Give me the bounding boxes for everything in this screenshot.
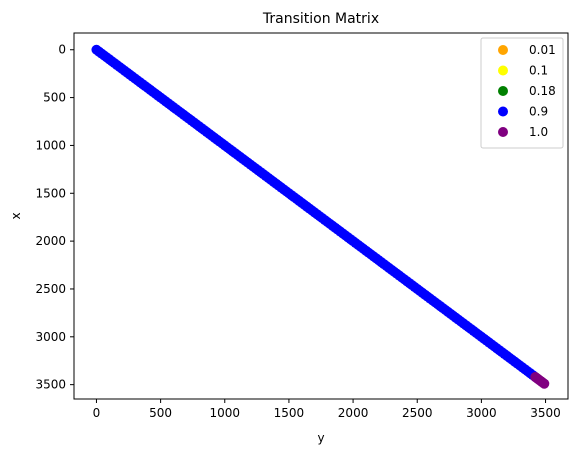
y-axis: 0 500 1000 1500 2000 2500 3000 3500	[35, 43, 74, 392]
y-tick-label: 3500	[35, 378, 66, 392]
x-tick-label: 1500	[274, 406, 305, 420]
legend-label: 1.0	[529, 125, 548, 139]
x-tick-label: 3500	[530, 406, 561, 420]
legend-label: 0.9	[529, 105, 548, 119]
legend-label: 0.01	[529, 43, 556, 57]
legend-marker	[498, 86, 508, 96]
legend-marker	[498, 127, 508, 137]
y-tick-label: 2000	[35, 234, 66, 248]
x-tick-label: 1000	[209, 406, 240, 420]
scatter-point	[539, 378, 550, 389]
legend-marker	[498, 106, 508, 117]
legend-box	[480, 37, 564, 149]
y-tick-label: 3000	[35, 330, 66, 344]
y-tick-label: 1500	[35, 186, 66, 200]
x-tick-label: 3000	[466, 406, 497, 420]
x-tick-label: 0	[93, 406, 101, 420]
y-tick-label: 0	[58, 43, 66, 57]
legend-marker	[498, 65, 508, 76]
y-tick-label: 500	[43, 91, 66, 105]
legend: 0.01 0.1 0.18 0.9 1.0	[480, 37, 564, 149]
x-tick-label: 2000	[338, 406, 369, 420]
y-tick-label: 1000	[35, 138, 66, 152]
legend-label: 0.1	[529, 64, 548, 78]
chart-title: Transition Matrix	[262, 11, 379, 27]
plot-area-frame	[73, 32, 569, 400]
x-axis: 0 500 1000 1500 2000 2500 3000 3500	[93, 399, 561, 420]
y-tick-label: 2500	[35, 282, 66, 296]
x-axis-label: y	[317, 431, 324, 445]
x-tick-label: 2500	[402, 406, 433, 420]
legend-marker	[498, 45, 508, 55]
x-tick-label: 500	[149, 406, 172, 420]
scatter-points	[91, 44, 550, 389]
legend-label: 0.18	[529, 84, 556, 98]
y-axis-label: x	[9, 212, 23, 219]
